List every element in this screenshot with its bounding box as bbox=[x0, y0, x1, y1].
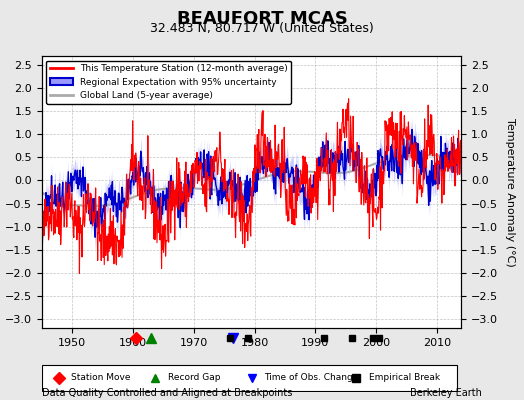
Text: Berkeley Earth: Berkeley Earth bbox=[410, 388, 482, 398]
Text: Time of Obs. Change: Time of Obs. Change bbox=[264, 374, 358, 382]
Text: BEAUFORT MCAS: BEAUFORT MCAS bbox=[177, 10, 347, 28]
Text: Station Move: Station Move bbox=[71, 374, 131, 382]
Text: Data Quality Controlled and Aligned at Breakpoints: Data Quality Controlled and Aligned at B… bbox=[42, 388, 292, 398]
Text: Empirical Break: Empirical Break bbox=[369, 374, 440, 382]
Legend: This Temperature Station (12-month average), Regional Expectation with 95% uncer: This Temperature Station (12-month avera… bbox=[47, 60, 291, 104]
Text: 32.483 N, 80.717 W (United States): 32.483 N, 80.717 W (United States) bbox=[150, 22, 374, 35]
Text: Record Gap: Record Gap bbox=[168, 374, 220, 382]
FancyBboxPatch shape bbox=[42, 366, 457, 390]
Y-axis label: Temperature Anomaly (°C): Temperature Anomaly (°C) bbox=[505, 118, 515, 266]
